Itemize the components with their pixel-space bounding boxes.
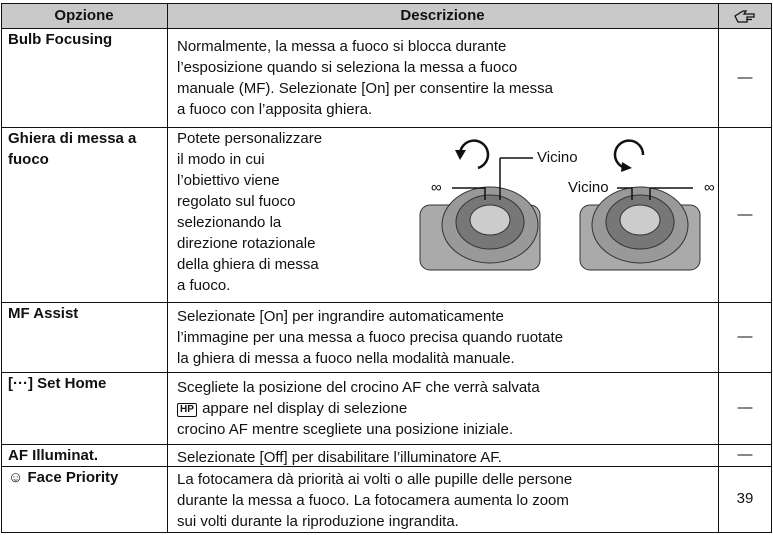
description-line: selezionando la xyxy=(177,214,282,231)
reference: — xyxy=(737,205,753,223)
description-line: a fuoco con l’apposita ghiera. xyxy=(177,100,373,118)
column-border xyxy=(167,3,168,532)
description-line: Potete personalizzare xyxy=(177,130,323,147)
column-border xyxy=(771,3,772,532)
description-line: crocino AF mentre scegliete una posizion… xyxy=(177,420,514,438)
description-line: durante la messa a fuoco. La fotocamera … xyxy=(177,492,569,509)
description-line: il modo in cui xyxy=(177,151,265,168)
description-line: Normalmente, la messa a fuoco si blocca … xyxy=(177,37,507,55)
description-line: a fuoco. xyxy=(177,277,231,294)
description-line: regolato sul fuoco xyxy=(177,193,296,210)
option-name: fuoco xyxy=(8,151,49,168)
reference: — xyxy=(737,399,753,416)
column-border xyxy=(718,3,719,532)
description-line: manuale (MF). Selezionate [On] per conse… xyxy=(177,79,554,97)
option-name: AF Illuminat. xyxy=(8,447,98,464)
header-ref-icon xyxy=(718,3,772,28)
option-name: Bulb Focusing xyxy=(8,31,113,48)
reference: — xyxy=(737,446,753,463)
option-name: MF Assist xyxy=(8,305,79,322)
description-line: la ghiera di messa a fuoco nella modalit… xyxy=(177,349,515,367)
table-border xyxy=(1,3,772,4)
figure-label: Vicino xyxy=(568,179,609,196)
description-line: HP appare nel display di selezione xyxy=(177,398,407,419)
description-text: appare nel display di selezione xyxy=(197,399,408,417)
reference: 39 xyxy=(736,490,754,507)
description-line: Selezionate [On] per ingrandire automati… xyxy=(177,307,504,325)
description-line: Selezionate [Off] per disabilitare l’ill… xyxy=(177,449,502,466)
reference: — xyxy=(737,328,753,345)
description-line: della ghiera di messa xyxy=(177,256,319,273)
row-border xyxy=(1,127,772,128)
option-name: Ghiera di messa a xyxy=(8,130,137,147)
figure-label: Vicino xyxy=(537,149,578,166)
row-border xyxy=(1,444,772,445)
description-line: l’esposizione quando si seleziona la mes… xyxy=(177,58,518,76)
description-line: l’immagine per una messa a fuoco precisa… xyxy=(177,328,564,346)
description-line: La fotocamera dà priorità ai volti o all… xyxy=(177,471,573,488)
row-border xyxy=(1,28,772,29)
description-line: direzione rotazionale xyxy=(177,235,316,252)
row-border xyxy=(1,372,772,373)
option-name: ☺ Face Priority xyxy=(8,469,119,486)
row-border xyxy=(1,466,772,467)
description-line: Scegliete la posizione del crocino AF ch… xyxy=(177,378,540,396)
description-line: sui volti durante la riproduzione ingran… xyxy=(177,513,459,530)
reference-icon xyxy=(734,9,755,23)
reference: — xyxy=(737,68,753,86)
row-border xyxy=(1,532,772,533)
column-border xyxy=(1,3,2,532)
home-icon: HP xyxy=(177,402,197,417)
row-border xyxy=(1,302,772,303)
figure-label: ∞ xyxy=(704,179,715,196)
figure-label: ∞ xyxy=(431,179,442,196)
header-option: Opzione xyxy=(1,3,167,28)
option-name: [···] Set Home xyxy=(8,375,107,392)
description-line: l’obiettivo viene xyxy=(177,172,280,189)
header-description: Descrizione xyxy=(167,3,718,28)
